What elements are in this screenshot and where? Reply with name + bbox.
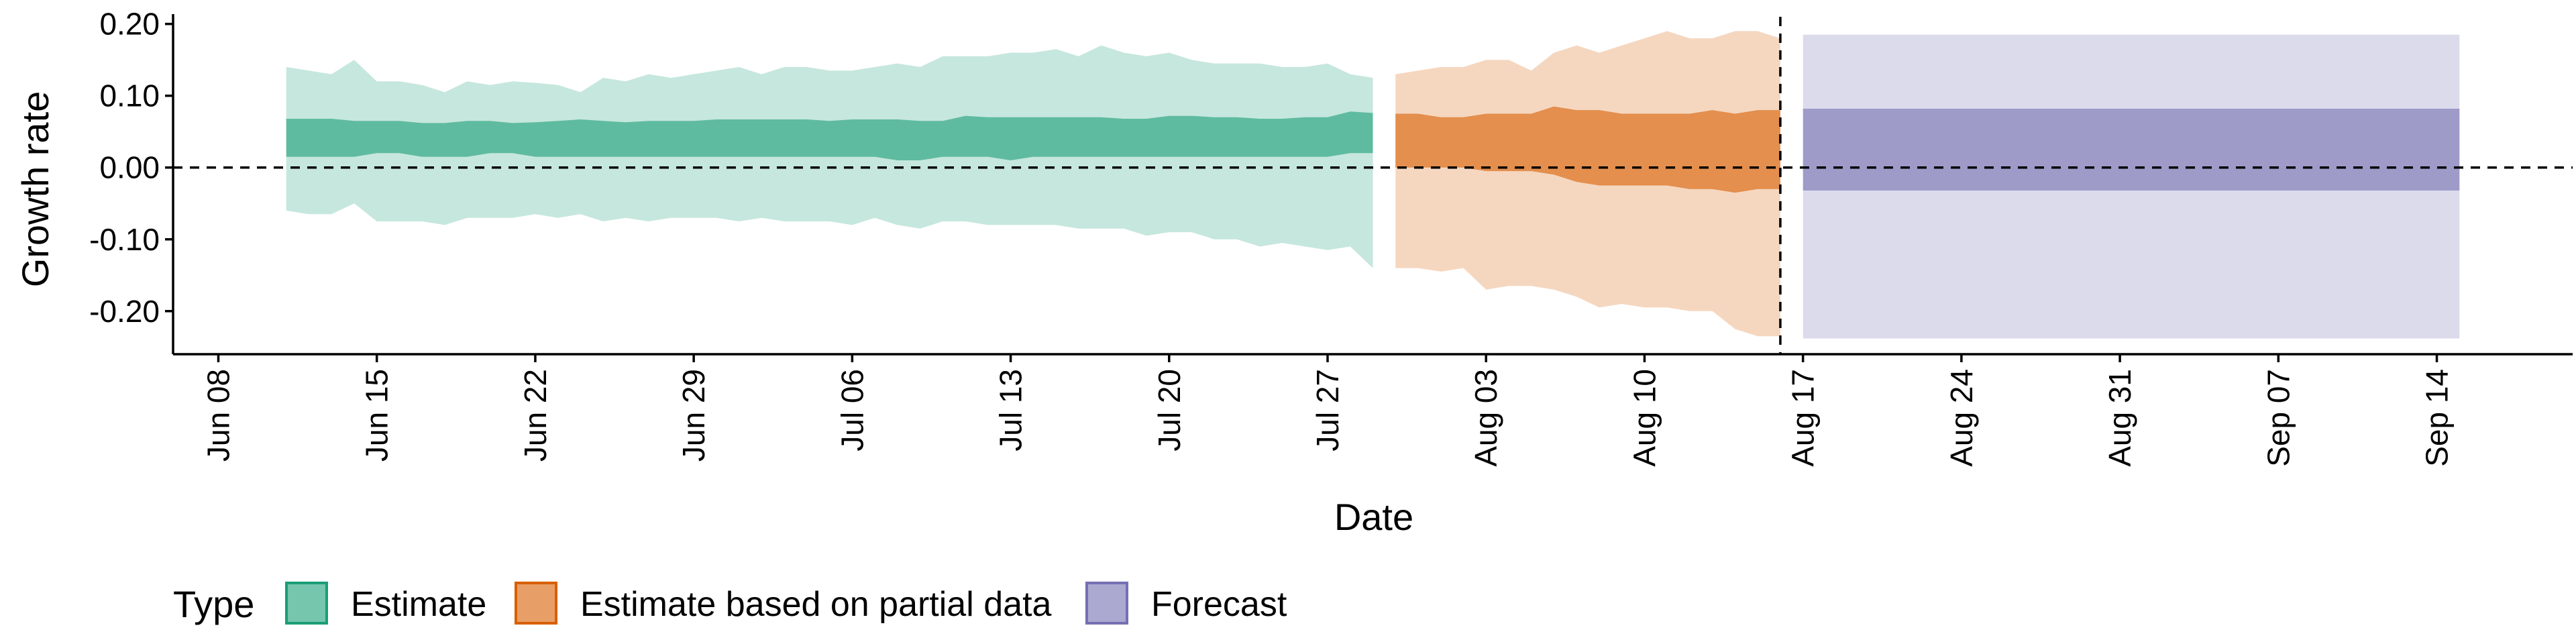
x-tick-label: Sep 07 <box>2261 369 2296 467</box>
y-tick-label: -0.10 <box>89 222 160 257</box>
ribbon-layer <box>286 31 2460 339</box>
y-tick-label: 0.10 <box>99 78 160 113</box>
x-tick-label: Jul 20 <box>1152 369 1187 451</box>
x-tick-label: Aug 03 <box>1468 369 1503 467</box>
axes-layer <box>172 14 2573 356</box>
y-tick-label: -0.20 <box>89 294 160 329</box>
x-tick-label: Jun 15 <box>360 369 394 462</box>
y-axis-title: Growth rate <box>14 91 56 288</box>
legend-title: Type <box>173 583 254 625</box>
band-50-forecast <box>1803 109 2460 191</box>
y-tick-label: 0.00 <box>99 150 160 185</box>
legend-key-swatch <box>1085 582 1128 625</box>
y-tick-label: 0.20 <box>99 7 160 42</box>
legend: Type Estimate Estimate based on partial d… <box>173 582 1287 625</box>
legend-label: Forecast <box>1151 585 1287 624</box>
legend-label: Estimate <box>351 585 486 624</box>
x-tick-label: Jun 29 <box>676 369 711 462</box>
band-90-estimate-based-on-partial-data <box>1395 31 1780 337</box>
x-tick-label: Sep 14 <box>2420 369 2455 467</box>
x-tick-label: Jul 27 <box>1310 369 1345 451</box>
x-tick-label: Aug 10 <box>1627 369 1662 467</box>
reference-lines <box>173 17 2573 354</box>
x-tick-label: Aug 17 <box>1786 369 1821 467</box>
x-tick-label: Jun 22 <box>518 369 553 462</box>
legend-label: Estimate based on partial data <box>580 585 1052 624</box>
x-tick-label: Aug 24 <box>1944 369 1979 467</box>
band-90-estimate <box>286 45 1373 268</box>
band-50-estimate <box>286 111 1373 160</box>
x-tick-label: Jun 08 <box>201 369 235 462</box>
band-50-estimate-based-on-partial-data <box>1395 106 1780 193</box>
legend-key-swatch <box>515 582 557 625</box>
x-tick-label: Jul 06 <box>835 369 869 451</box>
tick-layer: -0.20 -0.10 0.00 0.10 0.20 Jun 08 Jun 15 Jun 22… <box>89 7 2454 467</box>
x-axis-title: Date <box>1334 496 1413 538</box>
x-tick-label: Aug 31 <box>2102 369 2137 467</box>
legend-key-swatch <box>285 582 328 625</box>
x-tick-label: Jul 13 <box>994 369 1028 451</box>
